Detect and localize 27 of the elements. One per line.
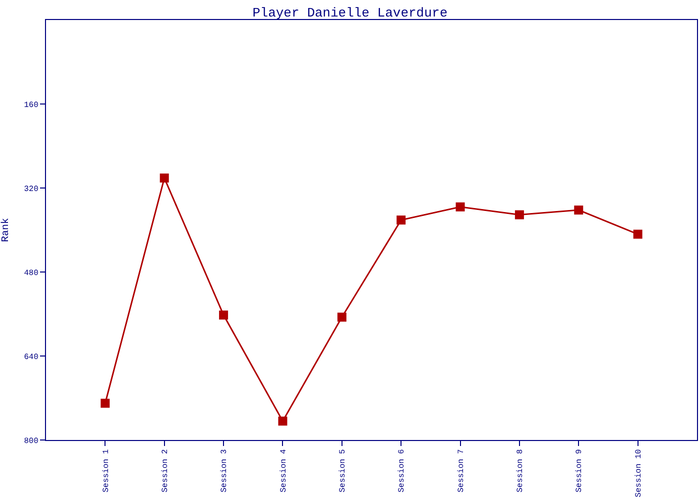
x-tick-label: Session 10 — [634, 449, 644, 498]
point — [514, 210, 524, 220]
point — [633, 230, 642, 239]
x-tick-label: Session 3 — [220, 449, 230, 492]
x-tick-label: Session 8 — [516, 449, 526, 492]
y-tick-label: 800 — [24, 436, 39, 446]
y-tick-label: 320 — [24, 184, 39, 194]
point — [160, 174, 169, 183]
point — [574, 206, 584, 215]
x-tick-label: Session 4 — [279, 449, 288, 492]
x-tick-label: Session 5 — [338, 449, 348, 492]
point — [456, 202, 465, 212]
point — [396, 216, 406, 225]
point — [337, 312, 346, 322]
x-tick-label: Session 1 — [102, 449, 111, 492]
y-tick-label: 640 — [24, 352, 39, 362]
point — [100, 398, 110, 408]
point — [278, 416, 288, 426]
x-tick-label: Session 9 — [575, 449, 584, 492]
y-tick-label: 480 — [24, 268, 39, 278]
point — [219, 310, 228, 320]
x-tick-label: Session 7 — [456, 449, 466, 492]
x-tick-label: Session 2 — [160, 449, 170, 492]
x-tick-label: Session 6 — [398, 449, 407, 492]
y-axis-title: Rank — [0, 218, 12, 242]
y-tick-label: 160 — [24, 100, 39, 110]
chart-title: Player Danielle Laverdure — [252, 6, 448, 21]
